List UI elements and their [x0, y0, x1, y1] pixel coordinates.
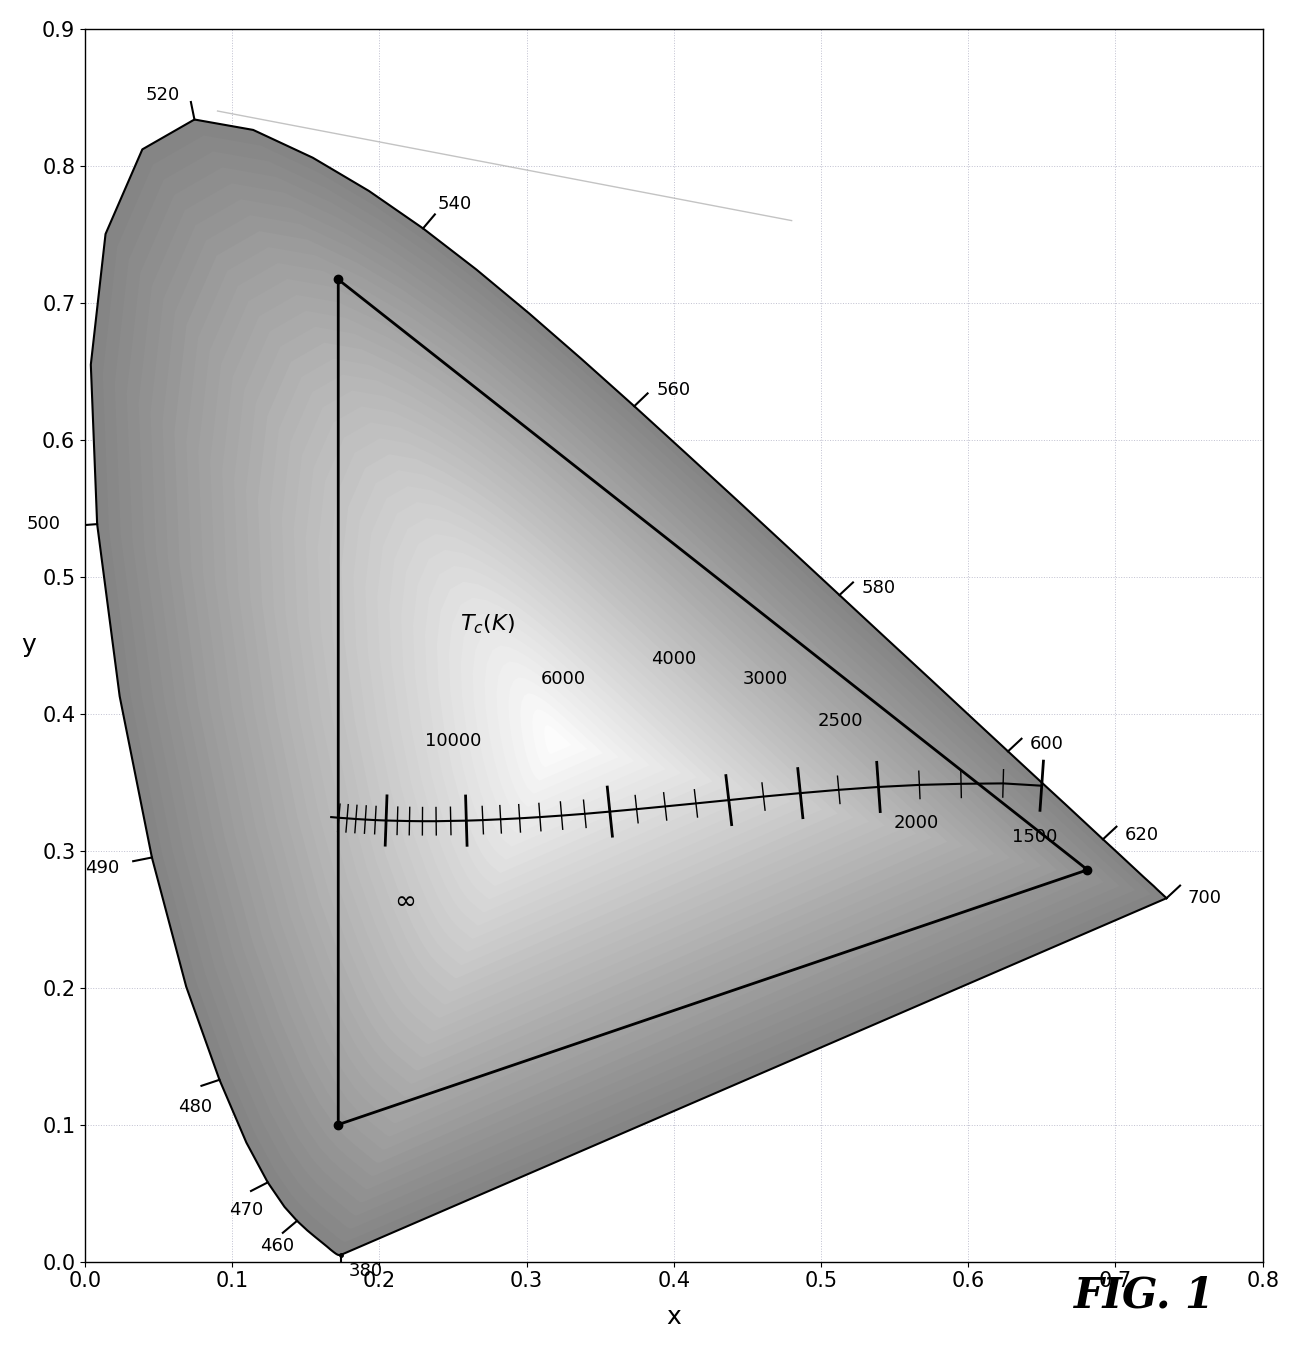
- Polygon shape: [354, 470, 822, 965]
- Polygon shape: [365, 486, 806, 952]
- Polygon shape: [234, 310, 979, 1096]
- Polygon shape: [139, 184, 1104, 1203]
- Polygon shape: [473, 629, 666, 833]
- Polygon shape: [437, 582, 712, 873]
- Text: 490: 490: [86, 860, 120, 878]
- Polygon shape: [257, 343, 948, 1071]
- Polygon shape: [400, 533, 759, 913]
- Polygon shape: [377, 502, 790, 938]
- Text: $T_c(K)$: $T_c(K)$: [460, 613, 515, 636]
- Text: 2000: 2000: [894, 814, 940, 832]
- Polygon shape: [306, 406, 885, 1018]
- Polygon shape: [114, 151, 1135, 1228]
- Polygon shape: [174, 231, 1057, 1162]
- Polygon shape: [222, 294, 994, 1110]
- Text: 480: 480: [178, 1098, 212, 1116]
- Polygon shape: [198, 263, 1026, 1137]
- Polygon shape: [186, 247, 1041, 1150]
- Polygon shape: [282, 374, 916, 1044]
- Text: 580: 580: [862, 579, 896, 597]
- Polygon shape: [520, 694, 603, 780]
- Polygon shape: [342, 454, 837, 979]
- Text: FIG. 1: FIG. 1: [1074, 1274, 1214, 1318]
- Polygon shape: [497, 662, 634, 807]
- Polygon shape: [162, 215, 1072, 1176]
- Text: 620: 620: [1124, 826, 1160, 844]
- Polygon shape: [246, 327, 963, 1084]
- Text: 600: 600: [1030, 736, 1063, 753]
- Polygon shape: [211, 279, 1010, 1123]
- Text: 560: 560: [656, 381, 690, 398]
- Text: 1500: 1500: [1011, 828, 1057, 846]
- Polygon shape: [91, 120, 1166, 1256]
- Text: 520: 520: [146, 86, 179, 104]
- Polygon shape: [389, 518, 775, 926]
- Polygon shape: [126, 167, 1119, 1215]
- Text: 6000: 6000: [541, 671, 586, 689]
- Polygon shape: [103, 135, 1150, 1242]
- Text: 4000: 4000: [651, 649, 697, 668]
- Polygon shape: [508, 678, 619, 794]
- Polygon shape: [545, 725, 572, 755]
- X-axis label: x: x: [667, 1305, 681, 1330]
- Polygon shape: [413, 549, 744, 899]
- Polygon shape: [270, 359, 932, 1057]
- Polygon shape: [91, 120, 1166, 1256]
- Polygon shape: [460, 613, 681, 846]
- Polygon shape: [151, 200, 1088, 1189]
- Text: $\infty$: $\infty$: [394, 888, 415, 914]
- Polygon shape: [448, 598, 697, 860]
- Text: 460: 460: [260, 1237, 294, 1254]
- Polygon shape: [532, 709, 588, 767]
- Text: 500: 500: [26, 516, 60, 533]
- Polygon shape: [294, 390, 901, 1031]
- Text: 3000: 3000: [742, 671, 788, 689]
- Y-axis label: y: y: [21, 633, 35, 657]
- Text: 540: 540: [438, 194, 472, 213]
- Text: 470: 470: [229, 1200, 264, 1219]
- Text: 2500: 2500: [818, 711, 863, 729]
- Polygon shape: [485, 645, 650, 821]
- Polygon shape: [317, 423, 870, 1004]
- Polygon shape: [425, 566, 728, 886]
- Text: 10000: 10000: [425, 732, 481, 751]
- Text: 700: 700: [1187, 890, 1221, 907]
- Polygon shape: [329, 439, 854, 991]
- Text: 380: 380: [348, 1262, 382, 1280]
